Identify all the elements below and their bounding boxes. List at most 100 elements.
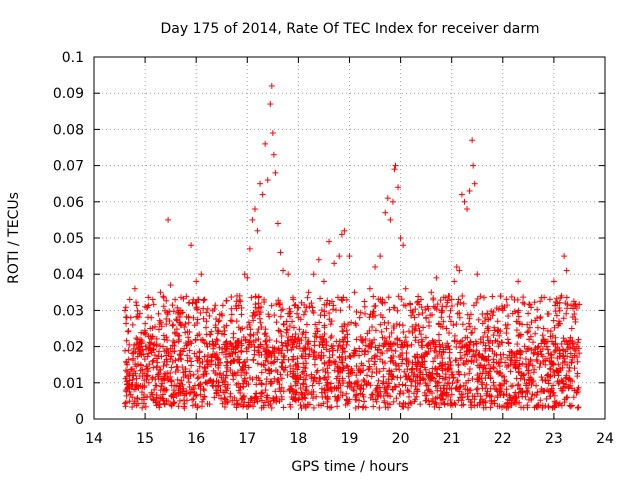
data-point <box>456 314 463 321</box>
data-point <box>459 337 466 344</box>
data-point <box>268 302 275 309</box>
data-point <box>531 366 538 373</box>
data-point <box>428 398 435 405</box>
data-point <box>497 293 504 300</box>
data-point <box>133 302 140 309</box>
data-point <box>537 298 544 305</box>
data-point <box>525 328 532 335</box>
data-point <box>334 294 341 301</box>
data-point <box>328 343 335 350</box>
data-point <box>255 336 262 343</box>
data-point <box>353 372 360 379</box>
data-point <box>123 392 130 399</box>
data-point <box>418 342 425 349</box>
data-point <box>248 294 255 301</box>
data-point <box>183 342 190 349</box>
data-point <box>561 355 568 362</box>
data-point <box>498 356 505 363</box>
data-point <box>408 341 415 348</box>
data-point <box>237 390 244 397</box>
data-point <box>546 296 553 303</box>
data-point <box>544 327 551 334</box>
data-point <box>333 397 340 404</box>
data-point <box>478 396 485 403</box>
data-point <box>469 375 476 382</box>
data-point <box>490 309 497 316</box>
data-point <box>373 385 380 392</box>
data-point <box>480 339 487 346</box>
data-point <box>278 384 285 391</box>
data-point <box>470 302 477 309</box>
data-point <box>575 404 582 411</box>
data-point <box>408 378 415 385</box>
data-point <box>226 350 233 357</box>
data-point <box>505 362 512 369</box>
data-point <box>342 401 349 408</box>
data-point <box>235 302 242 309</box>
data-point <box>311 349 318 356</box>
data-point <box>379 296 386 303</box>
data-point <box>296 340 303 347</box>
data-point <box>393 395 400 402</box>
data-point <box>370 403 377 410</box>
data-point <box>122 403 129 410</box>
data-point <box>343 341 350 348</box>
data-point <box>221 327 228 334</box>
data-point <box>278 333 285 340</box>
data-point <box>395 363 402 370</box>
data-point <box>293 343 300 350</box>
data-point <box>385 294 392 301</box>
data-point <box>455 296 462 303</box>
data-point <box>309 304 316 311</box>
data-point <box>402 382 409 389</box>
data-point <box>209 338 216 345</box>
data-point <box>186 383 193 390</box>
grid-lines <box>94 57 605 419</box>
data-point <box>284 371 291 378</box>
data-point <box>553 295 560 302</box>
data-point <box>534 315 541 322</box>
data-point <box>352 405 359 412</box>
data-point <box>176 397 183 404</box>
data-point <box>556 365 563 372</box>
data-point <box>280 320 287 327</box>
data-point <box>281 321 288 328</box>
data-point <box>523 382 530 389</box>
data-point <box>485 337 492 344</box>
data-point <box>544 372 551 379</box>
data-point <box>353 363 360 370</box>
data-point <box>480 365 487 372</box>
data-point <box>468 404 475 411</box>
data-point <box>517 333 524 340</box>
data-point <box>447 307 454 314</box>
data-point <box>338 353 345 360</box>
data-point <box>326 404 333 411</box>
data-point <box>170 337 177 344</box>
data-point <box>436 379 443 386</box>
data-point <box>204 343 211 350</box>
data-point <box>574 370 581 377</box>
data-point <box>466 315 473 322</box>
data-point <box>121 400 128 407</box>
data-point <box>334 403 341 410</box>
data-point <box>246 374 253 381</box>
data-point <box>261 362 268 369</box>
data-point <box>283 329 290 336</box>
data-point <box>204 400 211 407</box>
data-point <box>451 332 458 339</box>
data-point <box>262 399 269 406</box>
data-point <box>257 319 264 326</box>
data-point <box>156 326 163 333</box>
data-point <box>255 326 262 333</box>
data-point <box>278 363 285 370</box>
data-point <box>481 294 488 301</box>
data-point <box>369 368 376 375</box>
data-point <box>537 397 544 404</box>
data-point <box>570 394 577 401</box>
data-point <box>200 396 207 403</box>
data-point <box>534 324 541 331</box>
data-point <box>465 320 472 327</box>
data-point <box>421 358 428 365</box>
data-point <box>482 404 489 411</box>
data-point <box>388 347 395 354</box>
